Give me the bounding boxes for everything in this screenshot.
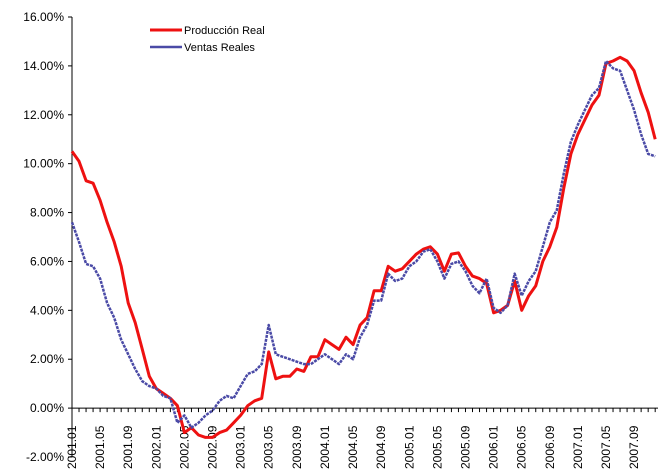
y-tick-label: 10.00% xyxy=(23,157,64,171)
series-line xyxy=(70,55,657,439)
x-tick-label: 2006.05 xyxy=(515,425,529,469)
x-tick-label: 2007.09 xyxy=(627,425,641,469)
series-line xyxy=(70,59,656,429)
x-tick-label: 2005.09 xyxy=(458,425,472,469)
y-tick-label: 0.00% xyxy=(30,401,64,415)
x-tick-label: 2002.09 xyxy=(206,425,220,469)
y-tick-label: 14.00% xyxy=(23,59,64,73)
y-tick-label: 4.00% xyxy=(30,303,64,317)
legend-label: Producción Real xyxy=(184,25,265,37)
x-tick-label: 2002.05 xyxy=(177,425,191,469)
x-tick-label: 2003.01 xyxy=(234,425,248,469)
x-tick-label: 2003.09 xyxy=(290,425,304,469)
x-tick-label: 2003.05 xyxy=(262,425,276,469)
legend-label: Ventas Reales xyxy=(184,42,255,54)
x-tick-label: 2004.09 xyxy=(374,425,388,469)
x-tick-label: 2001.01 xyxy=(65,425,79,469)
x-tick-label: 2002.01 xyxy=(149,425,163,469)
x-tick-label: 2004.05 xyxy=(346,425,360,469)
x-tick-label: 2005.01 xyxy=(402,425,416,469)
x-tick-label: 2007.05 xyxy=(599,425,613,469)
x-tick-label: 2005.05 xyxy=(430,425,444,469)
x-tick-label: 2001.09 xyxy=(121,425,135,469)
x-tick-label: 2006.01 xyxy=(487,425,501,469)
x-tick-label: 2006.09 xyxy=(543,425,557,469)
y-tick-label: -2.00% xyxy=(26,450,64,464)
y-tick-label: 6.00% xyxy=(30,254,64,268)
y-tick-label: 12.00% xyxy=(23,108,64,122)
y-tick-label: 8.00% xyxy=(30,206,64,220)
x-tick-label: 2007.01 xyxy=(571,425,585,469)
y-tick-label: 16.00% xyxy=(23,10,64,24)
x-tick-label: 2004.01 xyxy=(318,425,332,469)
y-tick-label: 2.00% xyxy=(30,352,64,366)
x-tick-label: 2001.05 xyxy=(93,425,107,469)
